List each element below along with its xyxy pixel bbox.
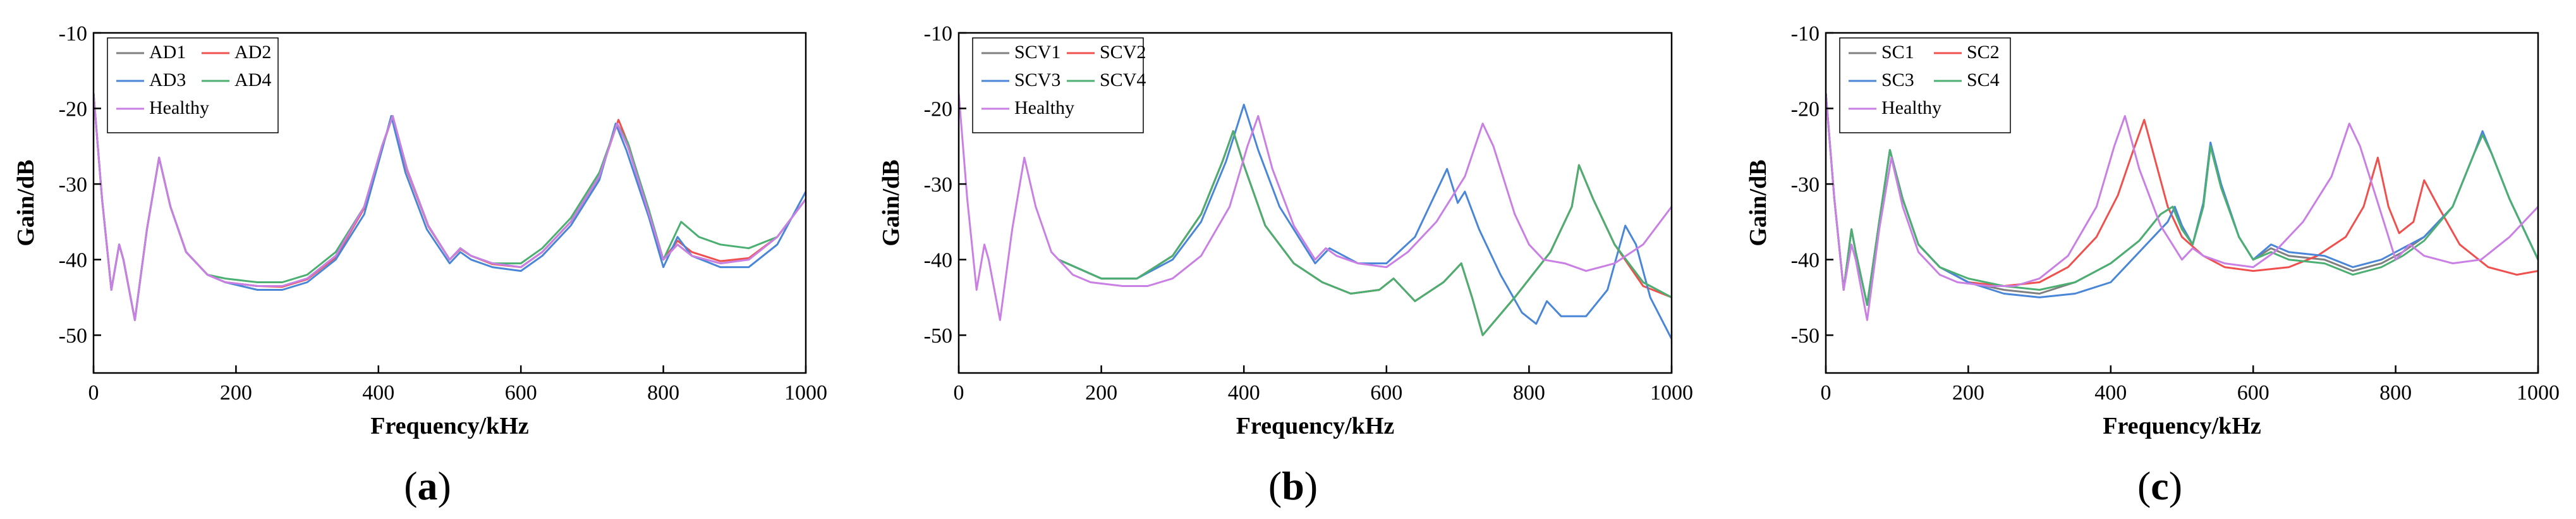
y-tick-label: -40 bbox=[1791, 249, 1820, 272]
y-tick-label: -10 bbox=[924, 22, 952, 46]
x-tick-label: 1000 bbox=[1650, 381, 1693, 405]
plot-frame bbox=[957, 32, 1673, 374]
series-group bbox=[94, 93, 806, 321]
y-tick-label: -10 bbox=[1791, 22, 1820, 46]
plot-frame bbox=[1825, 32, 2539, 374]
series-line-healthy bbox=[94, 93, 806, 321]
x-tick-label: 800 bbox=[647, 381, 679, 405]
legend-label-ad2: AD2 bbox=[234, 42, 271, 63]
legend-label-healthy: Healthy bbox=[1014, 97, 1074, 118]
legend: SCV1 SCV2 SCV3 SCV4 Healthy bbox=[972, 37, 1146, 133]
panel-caption: (a) bbox=[404, 463, 451, 508]
legend-label-ad1: AD1 bbox=[149, 42, 186, 63]
series-line-healthy bbox=[959, 93, 1672, 321]
x-tick-label: 0 bbox=[88, 381, 99, 405]
caption-letter: b bbox=[1282, 463, 1304, 508]
y-axis-title: Gain/dB bbox=[878, 159, 904, 246]
y-tick-label: -20 bbox=[924, 98, 952, 121]
y-tick-label: -50 bbox=[1791, 324, 1820, 348]
series-line-scv1 bbox=[1058, 130, 1672, 336]
x-tick-label: 600 bbox=[2237, 381, 2269, 405]
x-tick-label: 400 bbox=[362, 381, 394, 405]
x-axis-title: Frequency/kHz bbox=[1236, 413, 1395, 439]
legend: AD1 AD2 AD3 AD4 Healthy bbox=[107, 37, 279, 133]
x-tick-label: 200 bbox=[1085, 381, 1117, 405]
series-group bbox=[959, 93, 1672, 339]
series-line-scv2 bbox=[1058, 130, 1672, 336]
y-tick-label: -30 bbox=[1791, 173, 1820, 197]
legend-label-ad4: AD4 bbox=[234, 70, 271, 90]
x-tick-label: 600 bbox=[505, 381, 537, 405]
x-tick-label: 200 bbox=[1952, 381, 1984, 405]
caption-letter: c bbox=[2151, 463, 2168, 508]
series-line-healthy bbox=[1826, 93, 2538, 321]
legend-label-sc1: SC1 bbox=[1881, 42, 1914, 63]
y-tick-label: -20 bbox=[59, 98, 87, 121]
y-tick-label: -10 bbox=[59, 22, 87, 46]
series-group bbox=[1826, 93, 2538, 321]
x-tick-label: 200 bbox=[220, 381, 252, 405]
x-tick-label: 0 bbox=[1821, 381, 1832, 405]
panel-caption: (c) bbox=[2137, 463, 2182, 508]
series-line-scv4 bbox=[1058, 130, 1672, 336]
x-tick-label: 400 bbox=[2094, 381, 2127, 405]
x-tick-label: 600 bbox=[1370, 381, 1402, 405]
legend-label-sc3: SC3 bbox=[1881, 70, 1914, 90]
legend-label-scv2: SCV2 bbox=[1100, 42, 1146, 63]
y-tick-label: -50 bbox=[924, 324, 952, 348]
y-axis-title: Gain/dB bbox=[13, 159, 39, 246]
x-tick-label: 0 bbox=[954, 381, 964, 405]
y-tick-label: -30 bbox=[924, 173, 952, 197]
legend-label-scv3: SCV3 bbox=[1014, 70, 1060, 90]
legend-label-scv1: SCV1 bbox=[1014, 42, 1060, 63]
chart-panel-b: 0 200 400 600 800 1000 -50 -40 -30 -20 -10 Frequenc… bbox=[878, 22, 1693, 508]
legend-label-healthy: Healthy bbox=[1881, 97, 1941, 118]
x-axis-title: Frequency/kHz bbox=[370, 413, 529, 439]
y-tick-label: -20 bbox=[1791, 98, 1820, 121]
chart-panel-a: 0 200 400 600 800 1000 -50 -40 -30 -20 -10 Frequenc… bbox=[13, 22, 827, 508]
series-line-scv3 bbox=[1058, 104, 1672, 339]
legend-label-healthy: Healthy bbox=[149, 97, 209, 118]
y-tick-label: -50 bbox=[59, 324, 87, 348]
y-axis-title: Gain/dB bbox=[1745, 159, 1771, 246]
x-tick-label: 1000 bbox=[2517, 381, 2560, 405]
plot-frame bbox=[92, 32, 807, 374]
y-tick-label: -30 bbox=[59, 173, 87, 197]
x-tick-label: 800 bbox=[1513, 381, 1545, 405]
panel-caption: (b) bbox=[1268, 463, 1318, 508]
legend-label-ad3: AD3 bbox=[149, 70, 186, 90]
y-tick-label: -40 bbox=[924, 249, 952, 272]
series-line-sc4 bbox=[1826, 93, 2538, 306]
x-tick-label: 800 bbox=[2379, 381, 2412, 405]
x-axis-title: Frequency/kHz bbox=[2103, 413, 2261, 439]
chart-panel-c: 0 200 400 600 800 1000 -50 -40 -30 -20 -10 Frequenc… bbox=[1745, 22, 2560, 508]
y-tick-label: -40 bbox=[59, 249, 87, 272]
legend: SC1 SC2 SC3 SC4 Healthy bbox=[1839, 37, 2011, 133]
x-tick-label: 1000 bbox=[784, 381, 827, 405]
caption-letter: a bbox=[418, 463, 438, 508]
legend-label-scv4: SCV4 bbox=[1100, 70, 1146, 90]
legend-label-sc4: SC4 bbox=[1967, 70, 2000, 90]
x-tick-label: 400 bbox=[1228, 381, 1260, 405]
legend-label-sc2: SC2 bbox=[1967, 42, 2000, 63]
